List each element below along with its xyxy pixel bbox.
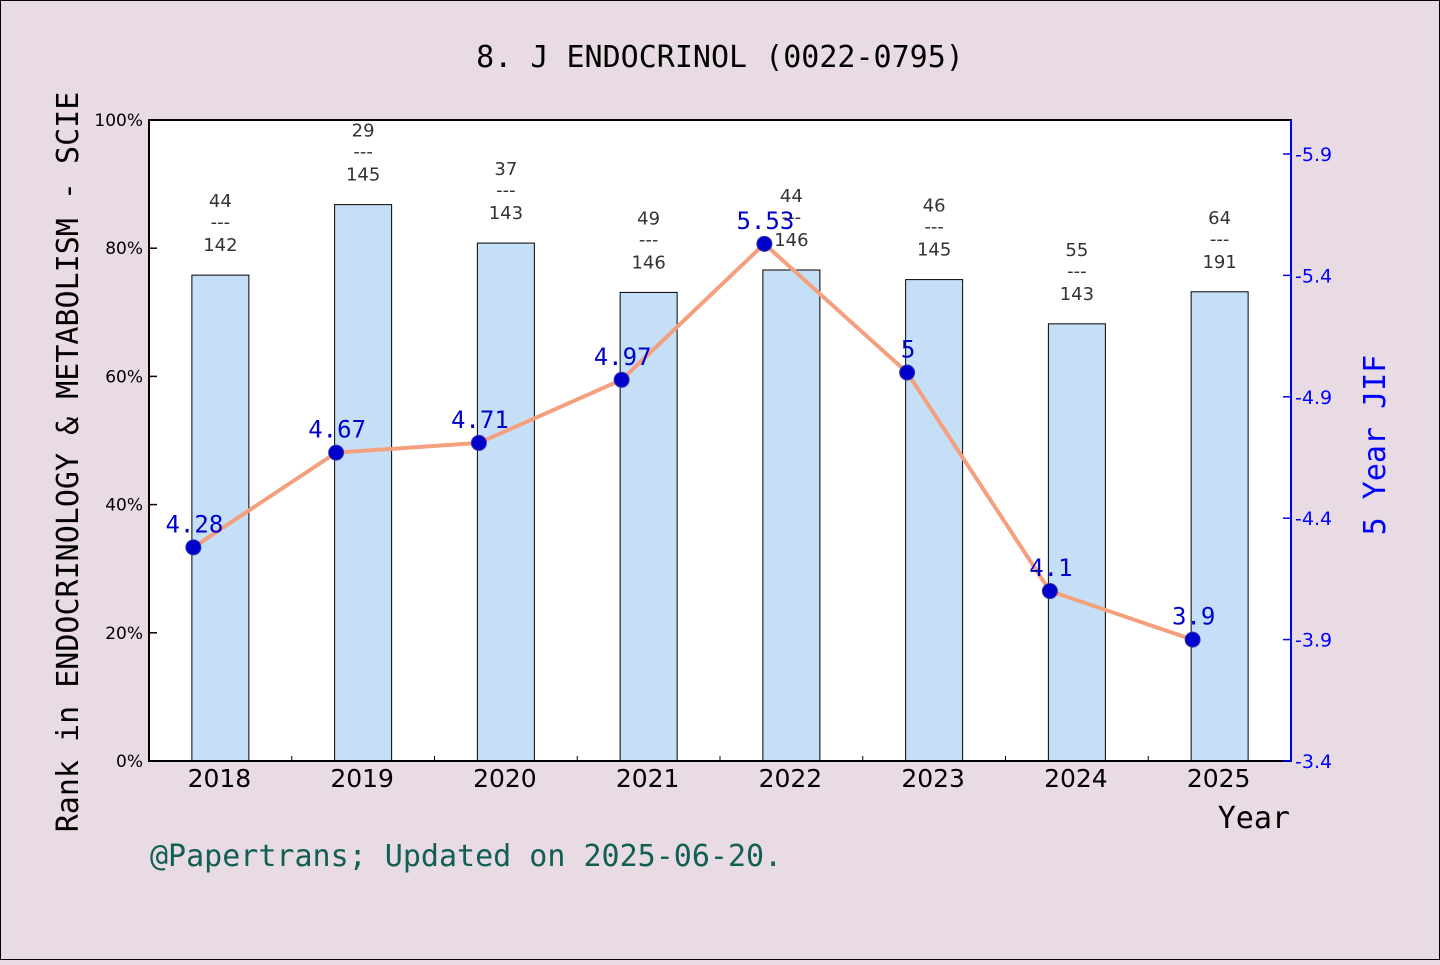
x-tick-label-2020: 2020	[473, 764, 537, 793]
jif-label-2018: 4.28	[165, 510, 223, 538]
x-tick-label-2025: 2025	[1187, 764, 1251, 793]
rank-label-2023: 46	[923, 196, 946, 217]
bar-2024	[1047, 323, 1106, 762]
jif-line	[191, 241, 1195, 642]
y-tick-label: 100%	[94, 111, 143, 131]
x-tick-label-2021: 2021	[616, 764, 680, 793]
y2-tick-label: -5.4	[1295, 265, 1332, 287]
x-tick-label-2018: 2018	[188, 764, 252, 793]
jif-label-2021: 4.97	[594, 343, 652, 371]
rank-separator-2019: ---	[353, 142, 373, 163]
rank-separator-2022: ---	[782, 207, 802, 228]
rank-total-2019: 145	[346, 165, 380, 186]
rank-total-2021: 146	[631, 252, 665, 273]
rank-separator-2024: ---	[1067, 261, 1087, 282]
axes-layer: 0% 20% 40% 60% 80% 100% -3.4 -3.9 -4.4 -4.9 -5.4 -5…	[94, 111, 1332, 793]
jif-point-2022	[756, 235, 773, 252]
jif-point-2019	[328, 444, 345, 461]
rank-label-2025: 64	[1208, 208, 1231, 229]
rank-total-2022: 146	[774, 230, 808, 251]
y2-tick-label: -5.9	[1295, 144, 1332, 166]
rank-label-2019: 29	[352, 121, 375, 142]
rank-separator-2021: ---	[639, 229, 659, 250]
x-tick-label-2019: 2019	[330, 764, 394, 793]
rank-label-2022: 44	[780, 186, 803, 207]
rank-separator-2018: ---	[211, 212, 231, 233]
rank-separator-2025: ---	[1210, 229, 1230, 250]
x-tick-label-2024: 2024	[1044, 764, 1108, 793]
rank-total-2020: 143	[489, 203, 523, 224]
rank-label-2018: 44	[209, 191, 232, 212]
jif-label-2023: 5	[901, 336, 915, 364]
rank-label-2024: 55	[1065, 240, 1088, 261]
jif-point-2021	[613, 371, 630, 388]
y-tick-label: 0%	[116, 752, 143, 772]
jif-label-2024: 4.1	[1029, 554, 1072, 582]
x-tick-label-2022: 2022	[759, 764, 823, 793]
rank-separator-2020: ---	[496, 180, 516, 201]
y-axis-label: Rank in ENDOCRINOLOGY & METABOLISM - SCI…	[51, 92, 86, 833]
jif-label-2025: 3.9	[1172, 603, 1215, 631]
rank-separator-2023: ---	[924, 217, 944, 238]
rank-total-2018: 142	[203, 235, 237, 256]
jif-point-2018	[185, 539, 202, 556]
jif-point-2023	[899, 364, 916, 381]
line-layer	[185, 235, 1201, 648]
y2-tick-label: -3.9	[1295, 630, 1332, 652]
x-tick-label-2023: 2023	[901, 764, 965, 793]
bar-2022	[762, 269, 821, 762]
jif-point-2025	[1184, 631, 1201, 648]
rank-label-2021: 49	[637, 208, 660, 229]
y-tick-label: 80%	[105, 239, 143, 259]
x-axis-label: Year	[1218, 801, 1290, 836]
footer-note: @Papertrans; Updated on 2025-06-20.	[150, 839, 782, 874]
jif-label-2019: 4.67	[308, 416, 366, 444]
y-tick-label: 40%	[105, 496, 143, 516]
jif-point-2020	[470, 434, 487, 451]
y2-tick-label: -4.4	[1295, 508, 1332, 530]
y2-tick-label: -4.9	[1295, 387, 1332, 409]
chart-title: 8. J ENDOCRINOL (0022-0795)	[476, 40, 964, 75]
rank-label-2020: 37	[494, 159, 517, 180]
rank-total-2025: 191	[1202, 252, 1236, 273]
rank-total-2023: 145	[917, 240, 951, 261]
y2-axis-label: 5 Year JIF	[1358, 355, 1393, 536]
bar-2019	[334, 204, 393, 762]
y-tick-label: 60%	[105, 367, 143, 387]
bar-2025	[1190, 291, 1249, 762]
y-tick-label: 20%	[105, 624, 143, 644]
bar-2020	[476, 242, 535, 762]
jif-label-2022: 5.53	[736, 207, 794, 235]
rank-total-2024: 143	[1060, 284, 1094, 305]
jif-label-2020: 4.71	[451, 406, 509, 434]
jif-point-2024	[1041, 583, 1058, 600]
y2-tick-label: -3.4	[1295, 751, 1332, 773]
